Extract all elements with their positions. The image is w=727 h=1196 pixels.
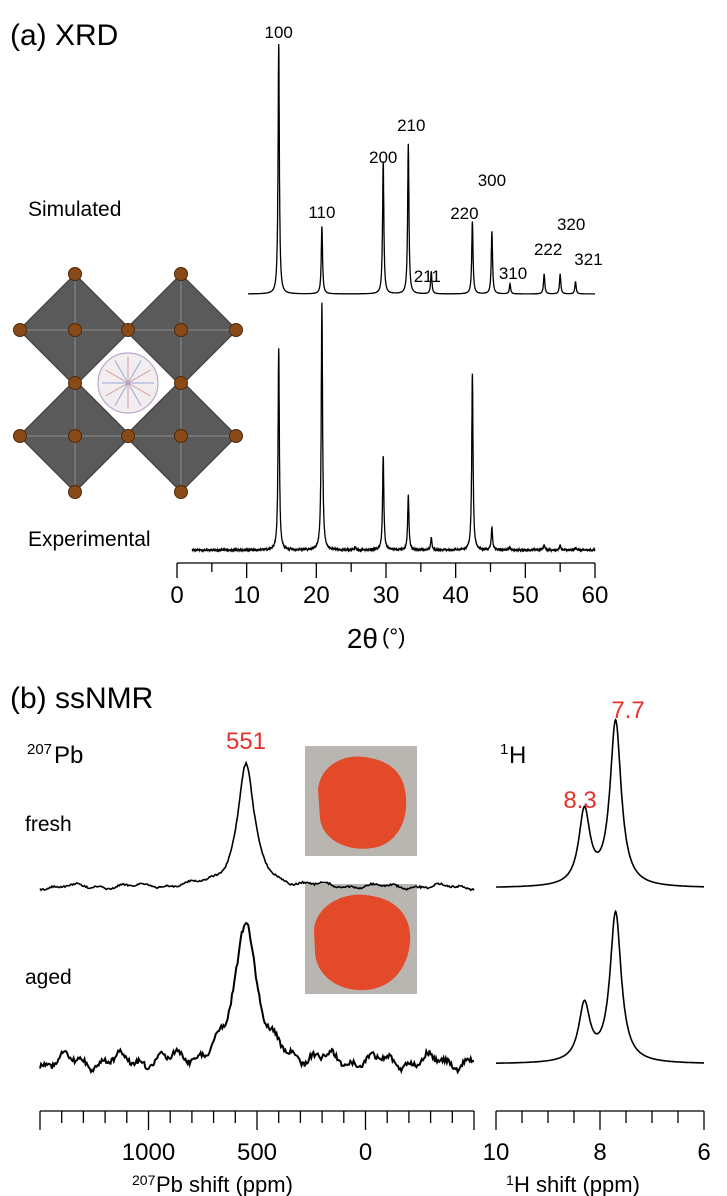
hkl-label-321: 321 (574, 250, 602, 269)
pb-axis-title: Pb shift (ppm) (156, 1172, 293, 1196)
aged-powder-photo (305, 884, 417, 994)
h-peak-label-8-3: 8.3 (563, 787, 596, 814)
hkl-label-211: 211 (414, 267, 441, 286)
xrd-x-axis: 0 10 20 30 40 50 60 (170, 562, 609, 609)
h-axis-title-superscript: 1 (506, 1172, 514, 1188)
xrd-tick-label: 0 (170, 582, 183, 609)
panel-a-label: (a) XRD (10, 19, 118, 52)
atom (121, 429, 135, 443)
xrd-tick-label: 50 (512, 582, 539, 609)
h-tick-label: 10 (483, 1139, 510, 1166)
aged-label: aged (25, 966, 72, 989)
atom (68, 323, 82, 337)
h-nmr-spectra (496, 718, 704, 1064)
hkl-label-220: 220 (450, 204, 478, 223)
pb-tick-label: 500 (237, 1139, 277, 1166)
experimental-xrd-trace (191, 302, 596, 554)
simulated-label: Simulated (28, 198, 121, 221)
atom (68, 429, 82, 443)
experimental-xrd-line (191, 302, 596, 554)
pb-nucleus-superscript: 207 (27, 741, 52, 758)
pb-tick-label: 0 (359, 1139, 372, 1166)
hkl-label-100: 100 (265, 23, 293, 42)
atom (174, 485, 188, 499)
hkl-label-222: 222 (534, 240, 562, 259)
atom (174, 376, 188, 390)
xrd-x-axis-unit: (°) (382, 624, 405, 649)
xrd-tick-label: 40 (442, 582, 469, 609)
atom (13, 323, 27, 337)
fresh-label: fresh (25, 813, 72, 836)
pb-x-axis: 1000 500 0 (39, 1110, 475, 1166)
pb-fresh-spectrum (39, 760, 475, 892)
atom (229, 323, 243, 337)
pb-nucleus-label: Pb (54, 742, 83, 769)
hkl-label-310: 310 (499, 264, 527, 283)
xrd-x-axis-title: 2θ (347, 623, 378, 654)
atom (121, 323, 135, 337)
simulated-xrd-line (248, 43, 595, 295)
perovskite-structure-icon (13, 267, 243, 499)
atom (13, 429, 27, 443)
h-x-axis: 10 8 6 (483, 1110, 711, 1166)
h-nucleus-superscript: 1 (500, 741, 508, 758)
h-fresh-spectrum (496, 718, 704, 888)
atom (229, 429, 243, 443)
xrd-tick-label: 60 (582, 582, 609, 609)
h-peak-label-7-7: 7.7 (611, 697, 644, 724)
atom (68, 267, 82, 281)
hkl-label-320: 320 (557, 215, 585, 234)
pb-aged-spectrum (39, 921, 475, 1075)
h-nucleus-label: H (509, 742, 526, 769)
pb-tick-label: 1000 (122, 1139, 175, 1166)
h-tick-label: 8 (593, 1139, 606, 1166)
atom (174, 429, 188, 443)
atom (174, 323, 188, 337)
panel-b-label: (b) ssNMR (10, 682, 153, 715)
atom (174, 267, 188, 281)
atom (68, 485, 82, 499)
hkl-label-300: 300 (478, 171, 506, 190)
h-tick-label: 6 (697, 1139, 710, 1166)
hkl-label-110: 110 (308, 203, 335, 222)
fresh-powder-photo (305, 746, 417, 856)
h-axis-title: H shift (ppm) (514, 1172, 640, 1196)
xrd-tick-label: 30 (373, 582, 400, 609)
pb-nmr-spectra (39, 760, 475, 1075)
hkl-label-210: 210 (397, 116, 425, 135)
h-aged-spectrum (496, 909, 704, 1064)
atom (68, 376, 82, 390)
experimental-label: Experimental (28, 528, 151, 551)
simulated-xrd-trace (248, 43, 595, 295)
xrd-tick-label: 20 (303, 582, 330, 609)
pb-axis-title-superscript: 207 (132, 1172, 156, 1188)
hkl-label-200: 200 (369, 148, 397, 167)
pb-peak-label: 551 (226, 728, 266, 755)
xrd-tick-label: 10 (233, 582, 260, 609)
